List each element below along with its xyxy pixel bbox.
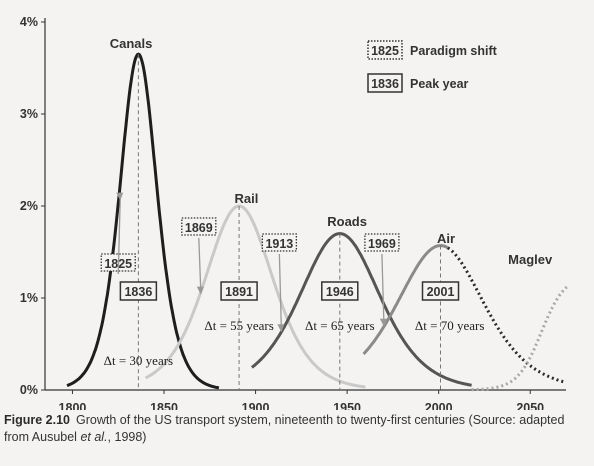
rail-arrow-head: [196, 286, 204, 295]
y-tick-label: 0%: [20, 383, 38, 397]
maglev-label: Maglev: [508, 252, 553, 267]
rail-shift-arrow: [198, 237, 202, 292]
x-tick-label: 1850: [150, 401, 178, 410]
roads-peak-box: [321, 281, 359, 301]
roads-label: Roads: [327, 214, 367, 229]
rail-curve: [144, 204, 366, 389]
roads-arrow-head: [277, 324, 285, 333]
air-curve-projected: [446, 246, 564, 384]
figure-number: Figure 2.10: [4, 413, 70, 427]
canals-curve: [66, 52, 220, 390]
canals-peak-year: 1836: [124, 285, 152, 299]
roads-delta-t: Δt = 65 years: [305, 318, 374, 333]
air-arrow-head: [379, 318, 387, 327]
rail-shift-box: [181, 217, 217, 236]
x-tick-label: 1950: [333, 401, 361, 410]
maglev-curve: [471, 285, 568, 392]
air-delta-t: Δt = 70 years: [415, 318, 484, 333]
legend-box: [367, 40, 403, 60]
air-peak-box: [421, 281, 460, 301]
canals-peak-box: [119, 281, 158, 301]
canals-arrow-head: [116, 192, 124, 201]
x-tick-label: 1900: [242, 401, 270, 410]
air-curve-solid: [362, 244, 449, 356]
caption-tail: , 1998): [107, 430, 147, 444]
legend-box-text: 1836: [371, 77, 399, 91]
caption-text: Growth of the US transport system, ninet…: [4, 413, 565, 444]
air-shift-arrow: [381, 253, 385, 324]
roads-shift-year: 1913: [265, 237, 293, 251]
transport-growth-chart: 0% 1% 2% 3% 4% 1800 1850 1900 1950 2000 2050 Canal…: [20, 15, 568, 410]
air-peak-year: 2001: [427, 285, 455, 299]
x-tick-label: 2050: [516, 401, 544, 410]
figure-caption: Figure 2.10 Growth of the US transport sy…: [4, 412, 588, 446]
y-tick-label: 4%: [20, 15, 38, 29]
caption-italic: et al.: [80, 430, 108, 444]
y-tick-label: 3%: [20, 107, 38, 121]
x-tick-label: 2000: [425, 401, 453, 410]
canals-label: Canals: [110, 36, 153, 51]
y-tick-label: 1%: [20, 291, 38, 305]
air-shift-box: [364, 233, 400, 252]
air-shift-year: 1969: [368, 237, 396, 251]
legend-label: Peak year: [410, 77, 469, 91]
rail-shift-year: 1869: [185, 221, 213, 235]
axes: 0% 1% 2% 3% 4% 1800 1850 1900 1950 2000 2050: [20, 15, 566, 410]
x-tick-label: 1800: [59, 401, 87, 410]
roads-curve: [250, 232, 472, 387]
rail-delta-t: Δt = 55 years: [204, 318, 273, 333]
canals-delta-t: Δt = 30 years: [104, 353, 173, 368]
y-tick-label: 2%: [20, 199, 38, 213]
roads-shift-arrow: [278, 253, 283, 330]
curves: [66, 52, 568, 392]
legend-box-text: 1825: [371, 44, 399, 58]
canals-shift-arrow: [117, 197, 121, 275]
legend: 1825 Paradigm shift 1836 Peak year: [367, 40, 498, 93]
roads-shift-box: [261, 233, 298, 252]
legend-box: [367, 73, 403, 93]
rail-label: Rail: [234, 191, 258, 206]
rail-peak-year: 1891: [225, 285, 253, 299]
air-label: Air: [437, 231, 455, 246]
legend-label: Paradigm shift: [410, 44, 498, 58]
roads-peak-year: 1946: [326, 285, 354, 299]
annotations: Canals 1836 1825 Δt = 30 years Rail 1891 1869 Δ…: [100, 36, 553, 390]
rail-peak-box: [220, 281, 258, 301]
